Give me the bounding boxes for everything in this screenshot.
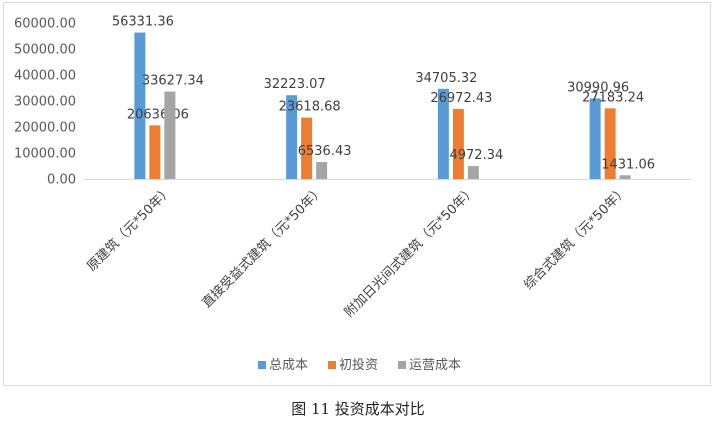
y-tick-label: 40000.00 [14,69,76,84]
legend-swatch [398,361,406,369]
legend-label: 总成本 [269,358,308,373]
data-label: 30990.96 [567,80,629,95]
data-label: 27183.24 [582,90,644,105]
data-label: 33627.34 [142,74,204,89]
data-label: 1431.06 [601,157,655,172]
data-label: 34705.32 [415,71,477,86]
data-label: 26972.43 [430,91,492,106]
bar [164,91,176,179]
legend-swatch [258,361,266,369]
category-label: 直接受益式建筑（元*50年） [199,183,328,312]
data-label: 4972.34 [449,148,503,163]
category-label: 综合式建筑（元*50年） [521,183,631,293]
bar [301,117,313,179]
bar [316,162,328,179]
data-label: 6536.43 [298,144,352,159]
legend-label: 初投资 [339,357,378,373]
y-tick-label: 30000.00 [14,95,76,110]
category-label: 附加日光间式建筑（元*50年） [341,183,479,321]
legend-label: 运营成本 [409,358,461,373]
data-label: 23618.68 [279,100,341,115]
bar [286,95,298,179]
y-tick-label: 20000.00 [14,121,76,136]
bar [467,166,479,179]
bar [452,108,464,179]
legend-swatch [328,361,336,369]
y-tick-label: 60000.00 [14,17,76,32]
data-label: 32223.07 [264,77,326,92]
y-tick-label: 50000.00 [14,43,76,58]
data-label: 20636.06 [127,107,189,122]
data-label: 56331.36 [112,15,174,30]
bar-chart: 0.00 10000.00 20000.00 30000.00 40000.00 5000… [14,15,691,373]
bar [149,125,161,179]
figure-caption: 图 11 投资成本对比 [291,400,425,418]
y-tick-label: 0.00 [47,173,76,188]
y-tick-label: 10000.00 [14,147,76,162]
chart-frame: 0.00 10000.00 20000.00 30000.00 40000.00 5000… [3,2,711,386]
bar [589,98,601,179]
bar [437,88,449,179]
bar [134,32,146,179]
category-label: 原建筑（元*50年） [84,183,176,275]
bar [604,108,616,179]
bar [619,175,631,179]
